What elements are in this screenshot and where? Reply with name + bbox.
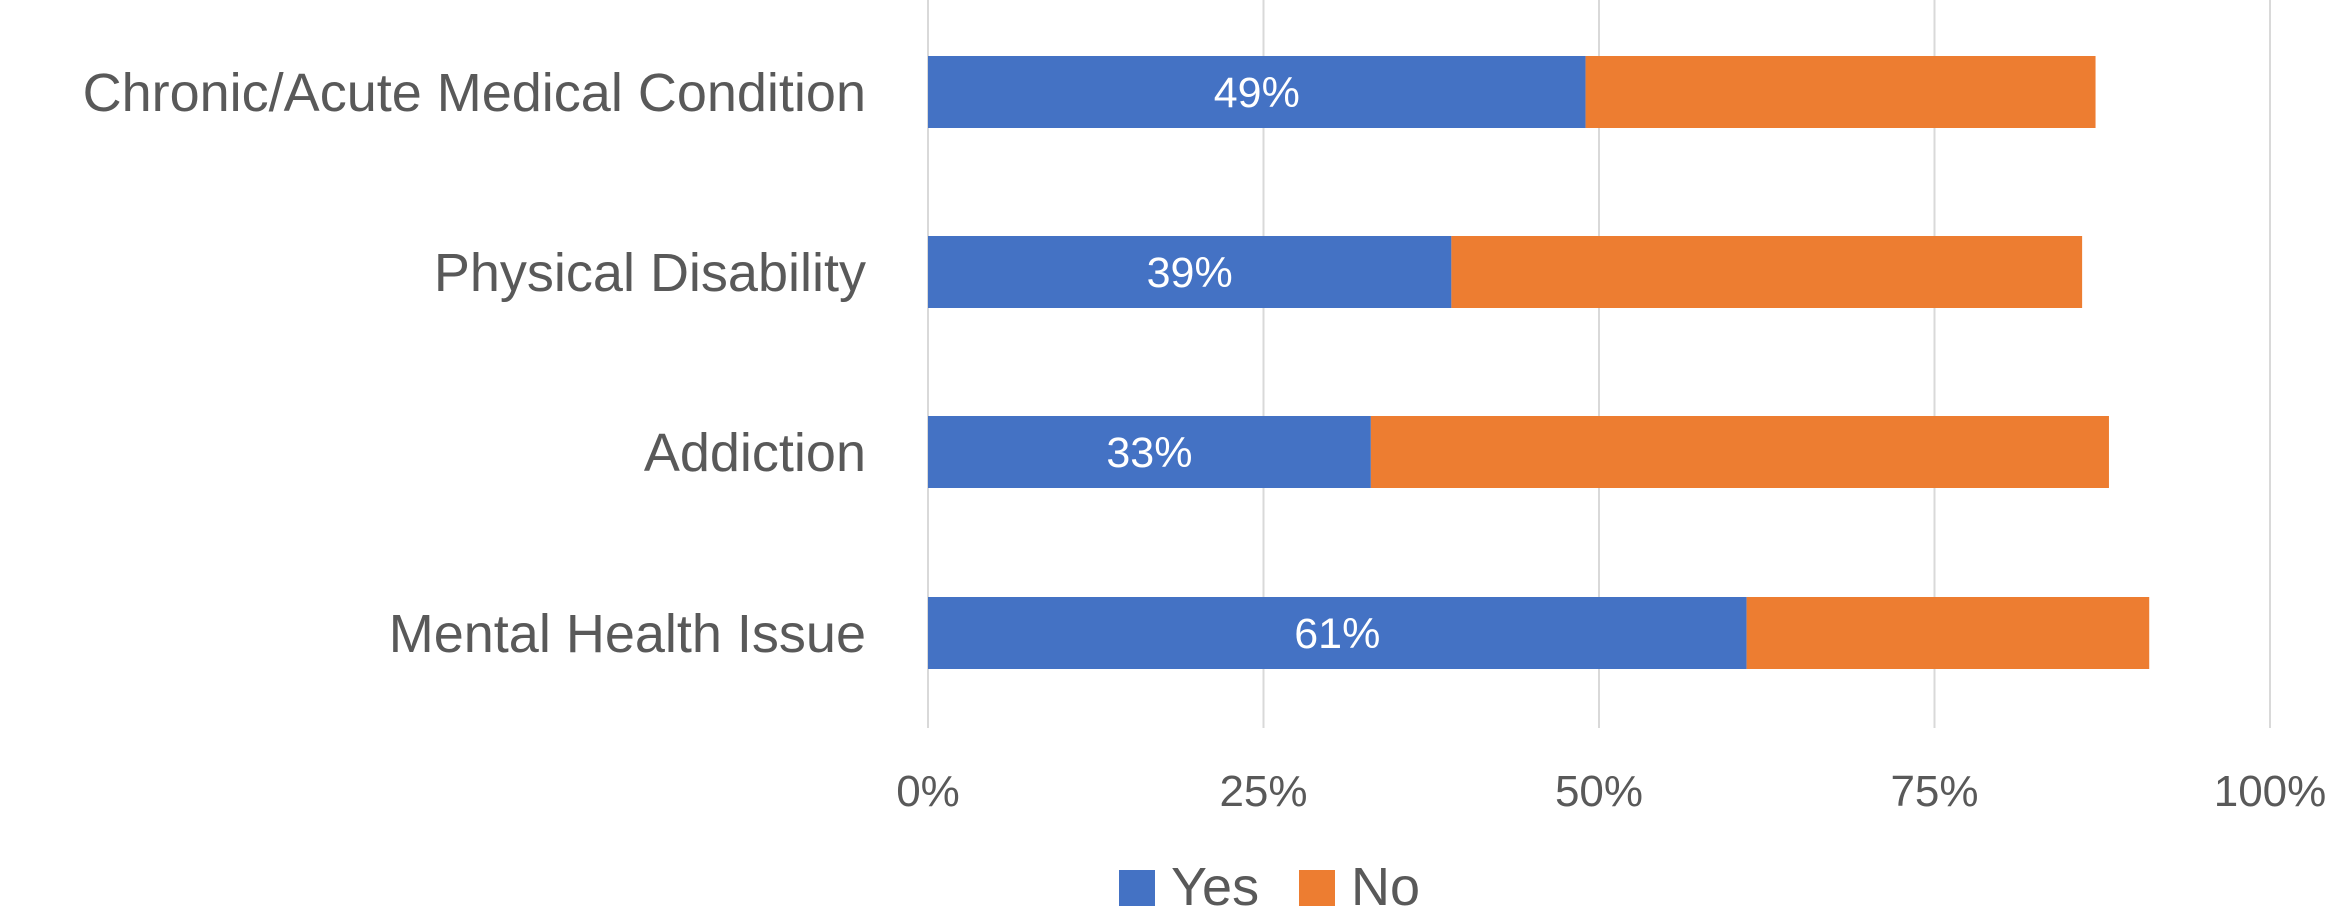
category-label: Addiction [644, 423, 866, 483]
data-label: 61% [1294, 610, 1380, 658]
bar-yes-2 [928, 416, 1371, 488]
x-tick-label: 75% [1890, 767, 1978, 816]
data-label: 33% [1106, 429, 1192, 477]
bar-no-2 [1370, 416, 2109, 488]
bar-yes-1 [928, 236, 1452, 308]
category-label: Mental Health Issue [389, 604, 866, 664]
legend: Yes No [1119, 857, 1420, 917]
bar-no-0 [1585, 56, 2096, 128]
data-label: 49% [1214, 69, 1300, 117]
legend-label-no: No [1351, 857, 1420, 912]
x-tick-label: 25% [1219, 767, 1307, 816]
legend-label-yes: Yes [1171, 857, 1259, 912]
category-label: Chronic/Acute Medical Condition [83, 63, 866, 123]
bar-no-1 [1451, 236, 2083, 308]
x-tick-label: 50% [1555, 767, 1643, 816]
data-label: 39% [1147, 249, 1233, 297]
legend-swatch-no [1299, 870, 1335, 906]
bar-yes-0 [928, 56, 1586, 128]
category-label: Physical Disability [434, 243, 866, 303]
bar-yes-3 [928, 597, 1747, 669]
legend-swatch-yes [1119, 870, 1155, 906]
bars [928, 56, 2150, 669]
x-tick-label: 100% [2214, 767, 2327, 816]
bar-no-3 [1746, 597, 2150, 669]
x-tick-label: 0% [896, 767, 960, 816]
labels: 0% 25% 50% 75% 100% Chronic/Acute Medical Con… [83, 63, 2327, 816]
